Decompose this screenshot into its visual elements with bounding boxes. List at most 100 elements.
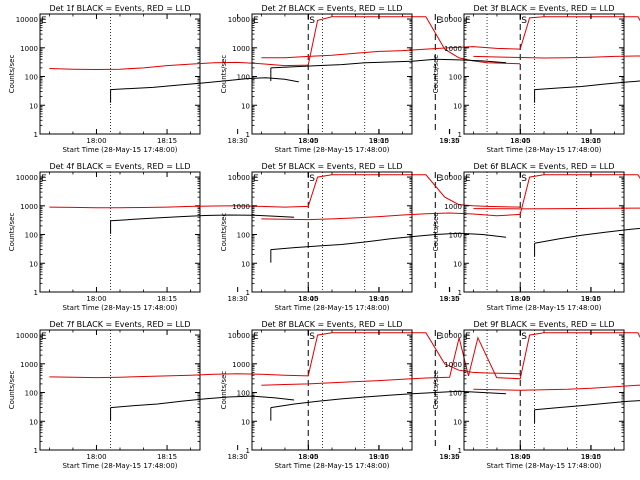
marker-s: S <box>521 16 527 26</box>
panel-grid: Det 1f BLACK = Events, RED = LLD 1 10 100 10… <box>8 4 640 470</box>
events-series-line <box>110 77 299 91</box>
x-tick-label: 19:00 <box>369 453 389 461</box>
y-tick-label: 10 <box>241 418 250 426</box>
marker-e: E <box>436 16 442 26</box>
y-tick-label: 10 <box>453 102 462 110</box>
lld-series-line <box>49 16 521 71</box>
x-axis-label: Start Time (28-May-15 17:48:00) <box>486 304 601 312</box>
lld-series-line <box>49 174 521 209</box>
y-tick-label: 10 <box>453 418 462 426</box>
corner-marker-e: E <box>41 174 47 184</box>
y-tick-label: 10000 <box>228 16 250 24</box>
corner-marker-e: E <box>253 332 259 342</box>
x-axis-label: Start Time (28-May-15 17:48:00) <box>274 304 389 312</box>
corner-marker-e: E <box>465 174 471 184</box>
corner-marker-e: E <box>465 16 471 26</box>
x-tick-label: 19:00 <box>369 295 389 303</box>
lld-series-line <box>49 332 521 379</box>
y-axis-label: Counts/sec <box>8 55 16 94</box>
y-tick-label: 1000 <box>20 45 38 53</box>
y-axis-label: Counts/sec <box>432 55 440 94</box>
events-series-line <box>270 232 507 251</box>
x-tick-label: 18:00 <box>298 453 318 461</box>
panel-title: Det 7f BLACK = Events, RED = LLD <box>49 320 190 329</box>
marker-e: E <box>436 174 442 184</box>
x-tick-label: 18:15 <box>581 137 601 145</box>
panel-det-4: Det 4f BLACK = Events, RED = LLD 1 10 100 10… <box>8 162 521 312</box>
x-tick-label: 18:45 <box>510 453 530 461</box>
x-tick-label: 19:00 <box>581 453 601 461</box>
x-axis-label: Start Time (28-May-15 17:48:00) <box>274 146 389 154</box>
y-tick-label: 1000 <box>444 45 462 53</box>
y-tick-label: 1 <box>246 131 250 139</box>
y-tick-label: 10000 <box>228 174 250 182</box>
x-tick-label: 18:30 <box>440 295 460 303</box>
y-tick-label: 10 <box>29 418 38 426</box>
y-axis-label: Counts/sec <box>8 213 16 252</box>
events-series-line <box>534 80 640 91</box>
x-tick-label: 18:00 <box>510 137 530 145</box>
y-axis-label: Counts/sec <box>220 55 228 94</box>
y-tick-label: 1000 <box>232 45 250 53</box>
x-tick-label: 18:00 <box>510 453 530 461</box>
panel-title: Det 1f BLACK = Events, RED = LLD <box>49 4 190 13</box>
panel-det-5: Det 5f BLACK = Events, RED = LLD 1 10 100 10… <box>220 162 640 312</box>
x-tick-label: 18:15 <box>157 453 177 461</box>
lld-series-line <box>473 207 640 210</box>
x-tick-label: 18:15 <box>581 453 601 461</box>
y-tick-label: 1 <box>458 289 462 297</box>
panel-det-8: Det 8f BLACK = Events, RED = LLD 1 10 100 10… <box>220 320 640 470</box>
y-tick-label: 1 <box>458 447 462 455</box>
y-tick-label: 10000 <box>228 332 250 340</box>
panel-title: Det 3f BLACK = Events, RED = LLD <box>473 4 614 13</box>
y-axis-label: Counts/sec <box>432 371 440 410</box>
y-tick-label: 100 <box>25 232 38 240</box>
x-tick-label: 18:00 <box>86 137 106 145</box>
panel-title: Det 9f BLACK = Events, RED = LLD <box>473 320 614 329</box>
x-tick-label: 18:00 <box>510 295 530 303</box>
y-tick-label: 100 <box>25 74 38 82</box>
x-axis-label: Start Time (28-May-15 17:48:00) <box>274 462 389 470</box>
x-tick-label: 18:45 <box>298 137 318 145</box>
marker-s: S <box>309 174 315 184</box>
x-tick-label: 18:00 <box>298 137 318 145</box>
y-tick-label: 10 <box>29 260 38 268</box>
events-series-line <box>110 214 295 222</box>
x-tick-label: 18:30 <box>440 453 460 461</box>
lld-series-line <box>261 174 640 221</box>
x-axis-label: Start Time (28-May-15 17:48:00) <box>62 304 177 312</box>
y-tick-label: 10000 <box>16 174 38 182</box>
y-tick-label: 10000 <box>16 332 38 340</box>
x-tick-label: 18:15 <box>157 137 177 145</box>
events-series-line <box>110 395 295 409</box>
corner-marker-e: E <box>41 16 47 26</box>
y-tick-label: 1 <box>246 289 250 297</box>
y-tick-label: 100 <box>25 390 38 398</box>
y-tick-label: 1000 <box>444 203 462 211</box>
y-tick-label: 1000 <box>20 203 38 211</box>
x-tick-label: 18:00 <box>86 295 106 303</box>
x-tick-label: 19:15 <box>439 137 459 145</box>
x-axis-label: Start Time (28-May-15 17:48:00) <box>62 462 177 470</box>
marker-s: S <box>521 174 527 184</box>
x-tick-label: 18:45 <box>298 295 318 303</box>
x-axis-label: Start Time (28-May-15 17:48:00) <box>486 462 601 470</box>
y-tick-label: 10000 <box>16 16 38 24</box>
panel-det-1: Det 1f BLACK = Events, RED = LLD 1 10 100 10… <box>8 4 521 154</box>
y-tick-label: 1000 <box>232 203 250 211</box>
panel-det-2: Det 2f BLACK = Events, RED = LLD 1 10 100 10… <box>220 4 640 154</box>
y-axis-label: Counts/sec <box>8 371 16 410</box>
marker-s: S <box>521 332 527 342</box>
corner-marker-e: E <box>253 174 259 184</box>
y-tick-label: 1 <box>34 289 38 297</box>
marker-s: S <box>309 332 315 342</box>
y-tick-label: 1 <box>34 447 38 455</box>
y-tick-label: 100 <box>449 74 462 82</box>
corner-marker-e: E <box>253 16 259 26</box>
lld-series-line <box>261 332 640 386</box>
panel-title: Det 6f BLACK = Events, RED = LLD <box>473 162 614 171</box>
marker-s: S <box>309 16 315 26</box>
y-axis-label: Counts/sec <box>432 213 440 252</box>
x-tick-label: 18:15 <box>369 137 389 145</box>
x-tick-label: 19:15 <box>439 295 459 303</box>
